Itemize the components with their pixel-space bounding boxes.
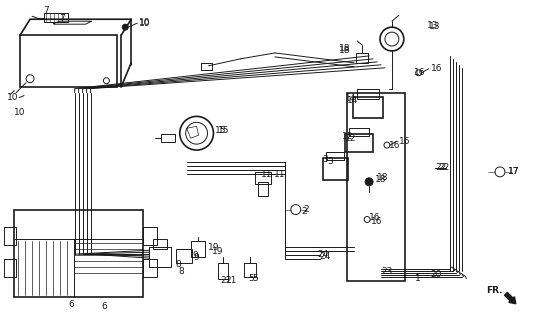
Text: 17: 17: [508, 167, 520, 176]
Text: 22: 22: [438, 164, 450, 172]
Text: 11: 11: [274, 170, 286, 180]
Text: 10: 10: [139, 19, 151, 28]
Text: 18: 18: [340, 44, 351, 53]
Text: 14: 14: [347, 96, 359, 105]
Text: 15: 15: [218, 126, 230, 135]
Bar: [258, 182, 268, 196]
Text: 10: 10: [14, 108, 26, 117]
Text: 16: 16: [414, 68, 425, 77]
Bar: [201, 63, 213, 70]
Text: 18: 18: [340, 46, 351, 55]
Text: 18: 18: [377, 173, 389, 182]
Text: 7: 7: [59, 14, 65, 23]
Text: 17: 17: [508, 167, 520, 176]
Text: 24: 24: [319, 252, 331, 261]
Text: 12: 12: [345, 134, 357, 143]
Text: 16: 16: [369, 213, 381, 222]
Text: 23: 23: [381, 267, 392, 276]
Bar: [218, 263, 229, 279]
Text: 14: 14: [345, 94, 357, 103]
Text: FR.: FR.: [486, 286, 502, 295]
Text: 3: 3: [323, 156, 328, 164]
Bar: [20, 35, 117, 87]
Text: 6: 6: [101, 302, 107, 311]
Text: 9: 9: [193, 251, 199, 260]
Text: 11: 11: [261, 170, 272, 180]
Text: 21: 21: [221, 276, 232, 285]
Bar: [176, 249, 192, 263]
Text: 2: 2: [304, 205, 309, 214]
Text: 18: 18: [375, 175, 387, 184]
Bar: [354, 97, 383, 118]
Text: 12: 12: [342, 132, 354, 141]
Text: 1: 1: [415, 275, 420, 284]
Bar: [153, 239, 167, 249]
Text: 16: 16: [389, 140, 400, 150]
Text: 10: 10: [139, 18, 151, 27]
Text: 7: 7: [43, 6, 49, 15]
Text: 6: 6: [69, 300, 75, 309]
Bar: [345, 134, 373, 152]
Text: 20: 20: [430, 269, 442, 278]
Text: 9: 9: [194, 253, 199, 262]
Circle shape: [122, 24, 128, 30]
Text: 16: 16: [430, 64, 442, 73]
Text: 8: 8: [176, 260, 182, 268]
FancyArrow shape: [505, 292, 516, 304]
Text: 13: 13: [429, 22, 440, 31]
Bar: [255, 172, 271, 184]
Text: 10: 10: [7, 93, 19, 102]
Circle shape: [365, 178, 373, 186]
Bar: [44, 13, 68, 22]
Text: 13: 13: [427, 21, 438, 30]
Bar: [149, 247, 171, 267]
Bar: [4, 228, 16, 245]
Text: 15: 15: [215, 126, 227, 135]
Text: 2: 2: [302, 207, 308, 216]
Text: 19: 19: [211, 247, 223, 256]
Text: 5: 5: [252, 275, 258, 284]
Text: 19: 19: [208, 243, 219, 252]
Bar: [356, 53, 368, 63]
Bar: [143, 228, 157, 245]
Bar: [143, 259, 157, 277]
Bar: [14, 210, 143, 297]
Text: 24: 24: [318, 250, 329, 259]
Bar: [323, 158, 348, 180]
Bar: [161, 134, 175, 142]
Bar: [191, 241, 205, 257]
Text: 3: 3: [327, 157, 333, 166]
Bar: [349, 128, 369, 136]
Bar: [244, 263, 256, 277]
Text: 16: 16: [371, 217, 382, 226]
Text: 21: 21: [225, 276, 237, 285]
Bar: [347, 92, 405, 281]
Bar: [326, 152, 344, 160]
Bar: [4, 259, 16, 277]
Text: 5: 5: [248, 275, 254, 284]
Text: 8: 8: [179, 267, 185, 276]
Bar: [357, 89, 379, 99]
Text: 22: 22: [436, 164, 447, 172]
Text: 16: 16: [399, 137, 410, 146]
